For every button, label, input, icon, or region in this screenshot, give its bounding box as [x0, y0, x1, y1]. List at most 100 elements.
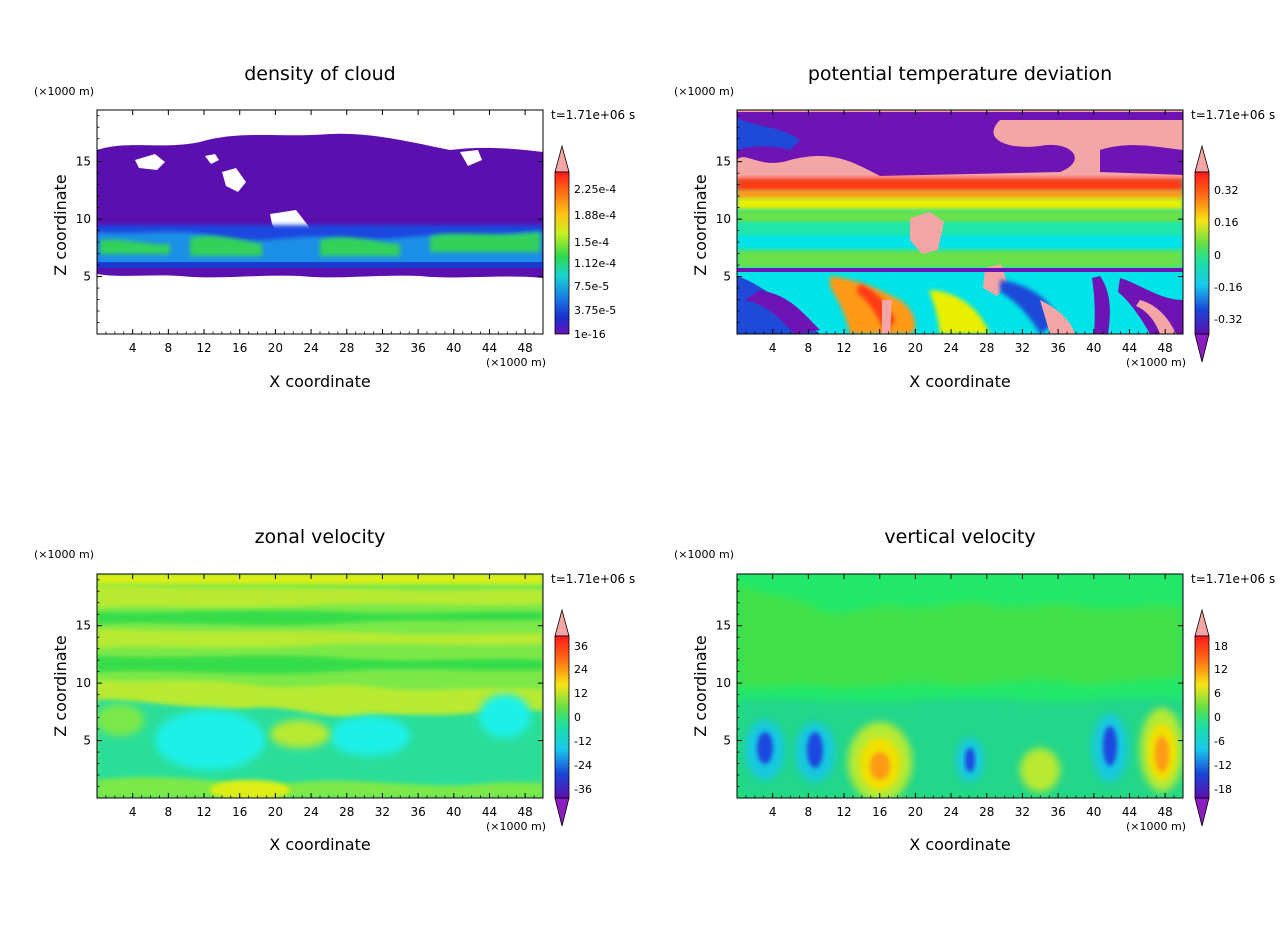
zonal-colorbar-labels: 36 24 12 0 -12 -24 -36: [574, 640, 592, 796]
cloud-x-ticks: 4 8 12 16 20 24 28 32 36 40 44 48: [105, 110, 544, 355]
x-tick-label: 16: [232, 341, 247, 355]
colorbar-label: 1e-16: [574, 328, 606, 341]
theta-colorbar: [1194, 144, 1210, 363]
vertical-x-label: X coordinate: [909, 835, 1010, 854]
theta-time-label: t=1.71e+06 s: [1191, 108, 1275, 122]
colorbar-label: 0: [1214, 711, 1221, 724]
x-tick-label: 24: [303, 341, 318, 355]
x-tick-label: 4: [769, 341, 777, 355]
cloud-z-unit: (×1000 m): [34, 85, 94, 98]
theta-z-ticks: 5 10 15: [716, 115, 1183, 323]
x-tick-label: 48: [1158, 341, 1173, 355]
colorbar-label: 12: [1214, 663, 1228, 676]
x-tick-label: 12: [836, 341, 851, 355]
colorbar-label: 18: [1214, 640, 1228, 653]
zonal-title: zonal velocity: [255, 526, 386, 548]
z-tick-label: 5: [723, 270, 731, 284]
x-tick-label: 48: [518, 805, 533, 819]
x-tick-label: 40: [1086, 341, 1101, 355]
vertical-colorbar-labels: 18 12 6 0 -6 -12 -18: [1214, 640, 1232, 796]
colorbar-label: -36: [574, 783, 592, 796]
vertical-z-ticks: 5 10 15: [716, 579, 1183, 787]
x-tick-label: 24: [943, 341, 958, 355]
cloud-time-label: t=1.71e+06 s: [551, 108, 635, 122]
colorbar-label: 7.5e-5: [574, 280, 609, 293]
x-tick-label: 8: [805, 805, 813, 819]
x-tick-label: 20: [908, 805, 923, 819]
zonal-time-label: t=1.71e+06 s: [551, 572, 635, 586]
theta-z-unit: (×1000 m): [674, 85, 734, 98]
colorbar-label: -18: [1214, 783, 1232, 796]
x-tick-label: 32: [375, 805, 390, 819]
x-tick-label: 40: [446, 805, 461, 819]
zonal-z-label: Z coordinate: [51, 635, 70, 736]
cloud-x-label: X coordinate: [269, 372, 370, 391]
colorbar-label: -24: [574, 759, 592, 772]
cloud-colorbar: [554, 144, 570, 335]
x-tick-label: 44: [1122, 805, 1137, 819]
x-tick-label: 44: [482, 805, 497, 819]
z-tick-label: 5: [723, 734, 731, 748]
z-tick-label: 10: [716, 212, 731, 226]
cloud-z-ticks: 5 10 15: [76, 115, 543, 323]
x-tick-label: 24: [943, 805, 958, 819]
zonal-x-label: X coordinate: [269, 835, 370, 854]
colorbar-label: 12: [574, 687, 588, 700]
colorbar-label: 0: [574, 711, 581, 724]
x-tick-label: 40: [446, 341, 461, 355]
x-tick-label: 8: [165, 805, 173, 819]
theta-z-label: Z coordinate: [691, 174, 710, 275]
x-tick-label: 20: [908, 341, 923, 355]
theta-title: potential temperature deviation: [808, 63, 1112, 85]
x-tick-label: 28: [979, 805, 994, 819]
x-tick-label: 48: [1158, 805, 1173, 819]
x-tick-label: 36: [1050, 805, 1065, 819]
colorbar-label: 3.75e-5: [574, 304, 616, 317]
x-tick-label: 8: [165, 341, 173, 355]
cloud-title: density of cloud: [244, 63, 396, 85]
colorbar-label: -6: [1214, 735, 1225, 748]
x-tick-label: 12: [836, 805, 851, 819]
colorbar-label: 6: [1214, 687, 1221, 700]
zonal-colorbar: [554, 608, 570, 827]
x-tick-label: 36: [410, 805, 425, 819]
theta-x-label: X coordinate: [909, 372, 1010, 391]
colorbar-label: 2.25e-4: [574, 183, 616, 196]
theta-x-ticks: 4 8 12 16 20 24 28 32 36 40 44 48: [745, 110, 1184, 355]
x-tick-label: 20: [268, 805, 283, 819]
x-tick-label: 32: [1015, 805, 1030, 819]
theta-field: [737, 110, 1183, 334]
x-tick-label: 12: [196, 341, 211, 355]
colorbar-label: 0.16: [1214, 216, 1239, 229]
z-tick-label: 5: [83, 270, 91, 284]
x-tick-label: 48: [518, 341, 533, 355]
colorbar-label: 0.32: [1214, 184, 1239, 197]
x-tick-label: 36: [410, 341, 425, 355]
vertical-time-label: t=1.71e+06 s: [1191, 572, 1275, 586]
x-tick-label: 32: [1015, 341, 1030, 355]
x-tick-label: 36: [1050, 341, 1065, 355]
colorbar-label: 1.12e-4: [574, 257, 616, 270]
x-tick-label: 8: [805, 341, 813, 355]
z-tick-label: 5: [83, 734, 91, 748]
colorbar-label: 24: [574, 663, 588, 676]
vertical-z-unit: (×1000 m): [674, 548, 734, 561]
panel-cloud: density of cloud (×1000 m) t=1.71e+06 s: [34, 63, 635, 391]
vertical-x-ticks: 4 8 12 16 20 24 28 32 36 40 44 48: [745, 574, 1184, 819]
cloud-field: [97, 110, 543, 334]
x-tick-label: 4: [769, 805, 777, 819]
colorbar-label: -0.32: [1214, 313, 1242, 326]
x-tick-label: 28: [339, 805, 354, 819]
x-tick-label: 20: [268, 341, 283, 355]
colorbar-label: -12: [1214, 759, 1232, 772]
panel-vertical: vertical velocity (×1000 m) t=1.71e+06 s…: [674, 526, 1275, 854]
z-tick-label: 10: [76, 676, 91, 690]
z-tick-label: 15: [76, 619, 91, 633]
cloud-colorbar-labels: 2.25e-4 1.88e-4 1.5e-4 1.12e-4 7.5e-5 3.…: [574, 183, 616, 341]
cloud-z-label: Z coordinate: [51, 174, 70, 275]
x-tick-label: 24: [303, 805, 318, 819]
zonal-z-ticks: 5 10 15: [76, 579, 543, 787]
x-tick-label: 32: [375, 341, 390, 355]
x-tick-label: 40: [1086, 805, 1101, 819]
